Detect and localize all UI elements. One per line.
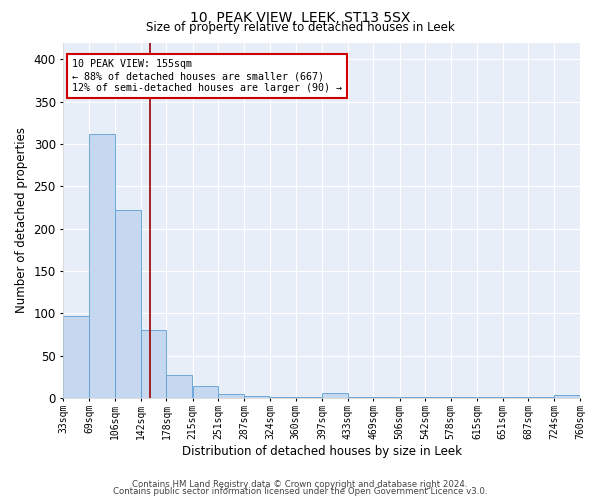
Bar <box>64 316 89 398</box>
Y-axis label: Number of detached properties: Number of detached properties <box>15 128 28 314</box>
Bar <box>166 376 192 398</box>
Bar <box>218 394 244 398</box>
Bar <box>89 134 115 398</box>
Bar <box>554 395 580 398</box>
Bar <box>141 330 166 398</box>
Text: 10, PEAK VIEW, LEEK, ST13 5SX: 10, PEAK VIEW, LEEK, ST13 5SX <box>190 11 410 25</box>
Bar <box>322 393 347 398</box>
Text: Contains HM Land Registry data © Crown copyright and database right 2024.: Contains HM Land Registry data © Crown c… <box>132 480 468 489</box>
X-axis label: Distribution of detached houses by size in Leek: Distribution of detached houses by size … <box>182 444 462 458</box>
Text: Size of property relative to detached houses in Leek: Size of property relative to detached ho… <box>146 22 454 35</box>
Bar <box>115 210 141 398</box>
Text: Contains public sector information licensed under the Open Government Licence v3: Contains public sector information licen… <box>113 487 487 496</box>
Bar <box>193 386 218 398</box>
Bar <box>244 396 269 398</box>
Text: 10 PEAK VIEW: 155sqm
← 88% of detached houses are smaller (667)
12% of semi-deta: 10 PEAK VIEW: 155sqm ← 88% of detached h… <box>72 60 342 92</box>
